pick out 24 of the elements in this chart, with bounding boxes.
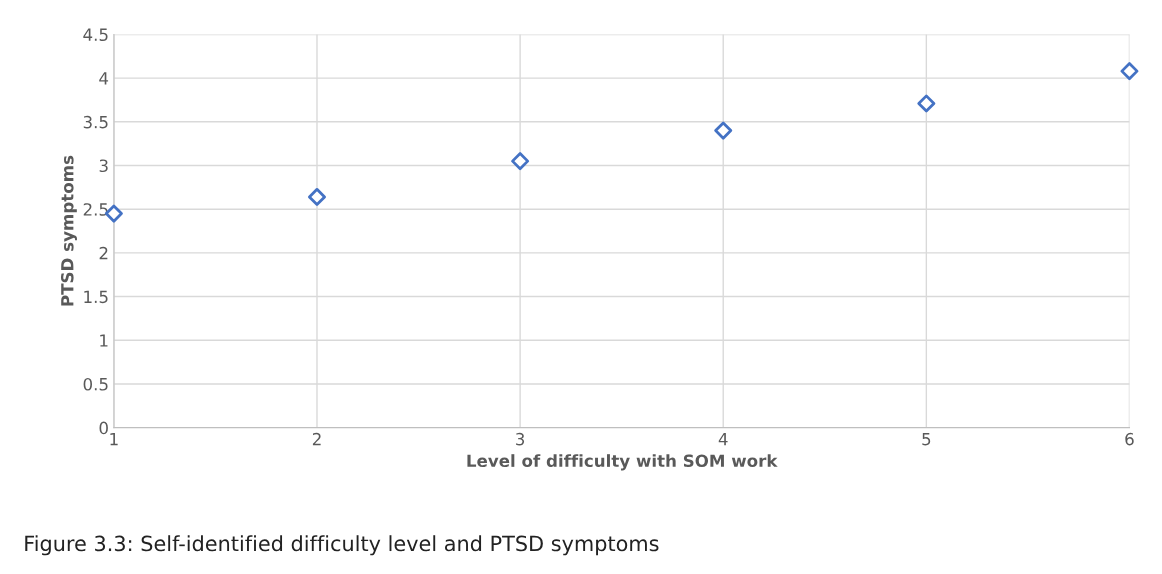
x-tick-label: 2 — [312, 432, 321, 446]
y-tick-label: 0.5 — [83, 377, 108, 391]
y-axis-title: PTSD symptoms — [60, 155, 77, 306]
y-tick-label: 0 — [99, 421, 108, 435]
x-tick-label: 6 — [1125, 432, 1134, 446]
y-tick-label: 2 — [99, 246, 108, 260]
x-tick-label: 1 — [110, 433, 118, 446]
y-tick-label: 1 — [100, 334, 108, 347]
x-tick-label: 5 — [922, 433, 931, 446]
point — [917, 94, 936, 113]
point — [1120, 62, 1139, 81]
x-axis-title: Level of difficulty with SOM work — [467, 454, 778, 471]
point — [714, 121, 733, 140]
y-tick-label: 1.5 — [84, 290, 108, 304]
y-tick-label: 2.5 — [83, 203, 108, 216]
caption: Figure 3.3: Self-identified difficulty level and PTSD symptoms — [25, 535, 659, 556]
x-tick-label: 3 — [516, 432, 525, 446]
point — [308, 187, 326, 206]
y-tick-label: 4.5 — [83, 28, 108, 42]
x-tick-label: 4 — [718, 433, 728, 446]
y-tick-label: 3.5 — [83, 115, 108, 129]
y-tick-label: 3 — [99, 159, 108, 173]
point — [511, 152, 530, 171]
y-tick-label: 4 — [99, 72, 109, 85]
